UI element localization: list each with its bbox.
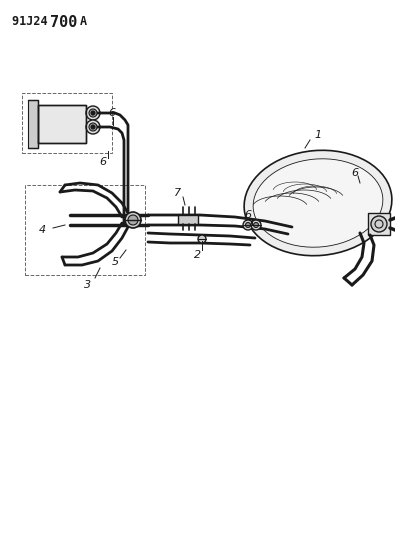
Ellipse shape [253, 159, 383, 247]
Circle shape [371, 216, 387, 232]
Circle shape [243, 220, 253, 230]
Circle shape [86, 106, 100, 120]
Circle shape [89, 109, 97, 117]
Circle shape [246, 222, 250, 228]
Ellipse shape [244, 150, 392, 256]
Text: 6: 6 [109, 108, 116, 118]
Circle shape [86, 120, 100, 134]
Text: 6: 6 [245, 210, 252, 220]
Text: 700: 700 [50, 15, 77, 30]
Circle shape [198, 235, 206, 243]
Bar [38, 105, 86, 143]
Bar [28, 100, 38, 148]
Text: 6: 6 [352, 168, 359, 178]
Circle shape [125, 212, 141, 228]
Bar [22, 93, 112, 153]
Circle shape [91, 125, 95, 129]
Text: A: A [80, 15, 87, 28]
Text: 6: 6 [100, 157, 107, 167]
Text: 4: 4 [38, 225, 45, 235]
Bar [25, 185, 145, 275]
Circle shape [251, 220, 261, 230]
Circle shape [89, 123, 97, 131]
Bar [368, 213, 390, 235]
Circle shape [254, 222, 258, 228]
Text: 3: 3 [85, 280, 92, 290]
Text: 91J24: 91J24 [12, 15, 55, 28]
Text: 7: 7 [175, 188, 182, 198]
Text: 1: 1 [314, 130, 322, 140]
Text: 2: 2 [194, 250, 201, 260]
Text: 5: 5 [111, 257, 118, 267]
Circle shape [91, 111, 95, 115]
Bar [178, 215, 198, 224]
Circle shape [128, 215, 138, 225]
